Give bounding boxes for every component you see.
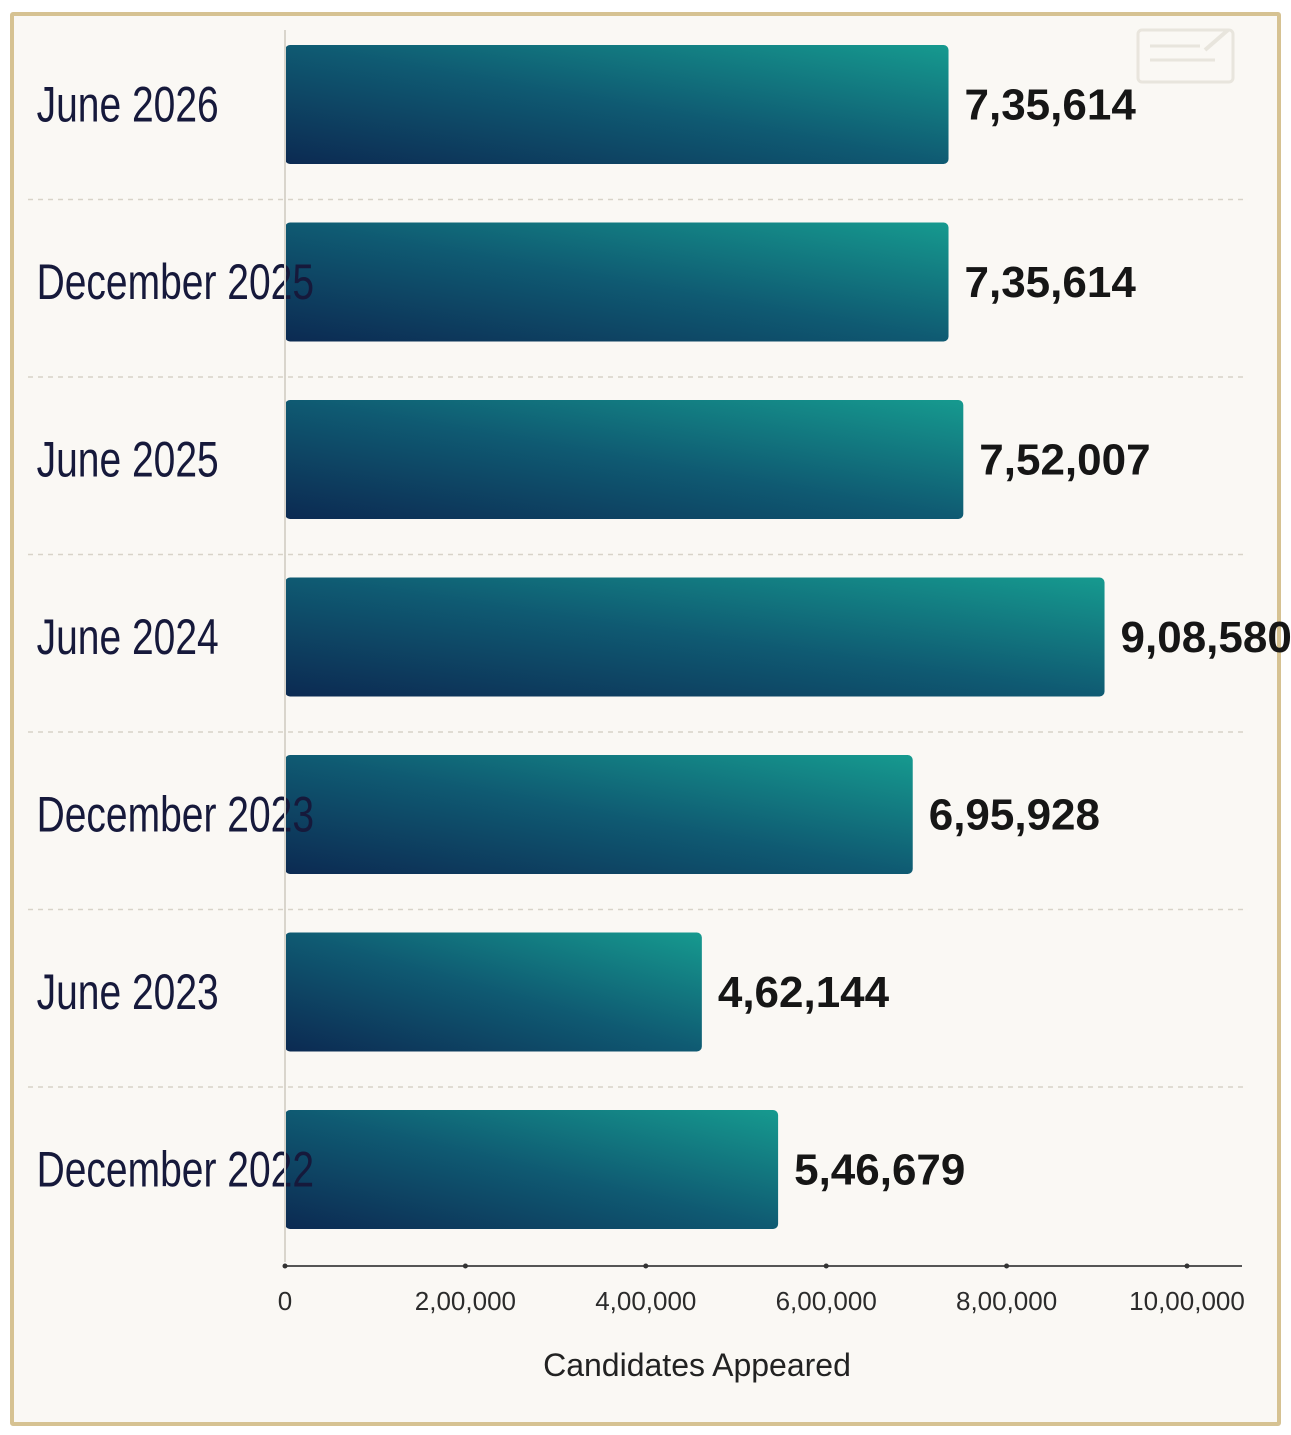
category-label: June 2023 (37, 963, 219, 1020)
x-tick-label: 2,00,000 (415, 1286, 516, 1316)
category-label: December 2022 (37, 1141, 314, 1198)
category-label: June 2024 (37, 608, 219, 665)
value-label: 4,62,144 (718, 968, 890, 1017)
bar (285, 400, 964, 519)
category-label: December 2023 (37, 786, 314, 843)
value-label: 5,46,679 (794, 1146, 965, 1195)
x-tick-label: 6,00,000 (776, 1286, 877, 1316)
category-label: June 2025 (37, 431, 219, 488)
x-tick-label: 8,00,000 (956, 1286, 1057, 1316)
decorative-note-icon (1136, 28, 1235, 84)
value-label: 7,52,007 (979, 436, 1150, 485)
category-label: December 2025 (37, 253, 314, 310)
x-tick-label: 10,00,000 (1129, 1286, 1245, 1316)
x-tick-mark (643, 1263, 649, 1269)
x-tick-mark (462, 1263, 468, 1269)
bar (285, 755, 913, 874)
x-tick-label: 0 (278, 1286, 292, 1316)
x-axis-title: Candidates Appeared (543, 1347, 851, 1383)
bar (285, 577, 1105, 697)
x-tick-label: 4,00,000 (595, 1286, 696, 1316)
x-tick-mark (823, 1263, 829, 1269)
x-tick-mark (282, 1263, 288, 1269)
bar (285, 932, 702, 1052)
bar (285, 1110, 779, 1229)
bar (285, 45, 949, 164)
bar (285, 222, 949, 342)
category-label: June 2026 (37, 76, 219, 133)
x-tick-mark (1004, 1263, 1010, 1269)
x-tick-mark (1184, 1263, 1190, 1269)
value-label: 7,35,614 (965, 81, 1137, 130)
value-label: 9,08,580 (1121, 613, 1291, 662)
value-label: 7,35,614 (965, 258, 1137, 307)
value-label: 6,95,928 (929, 791, 1100, 840)
